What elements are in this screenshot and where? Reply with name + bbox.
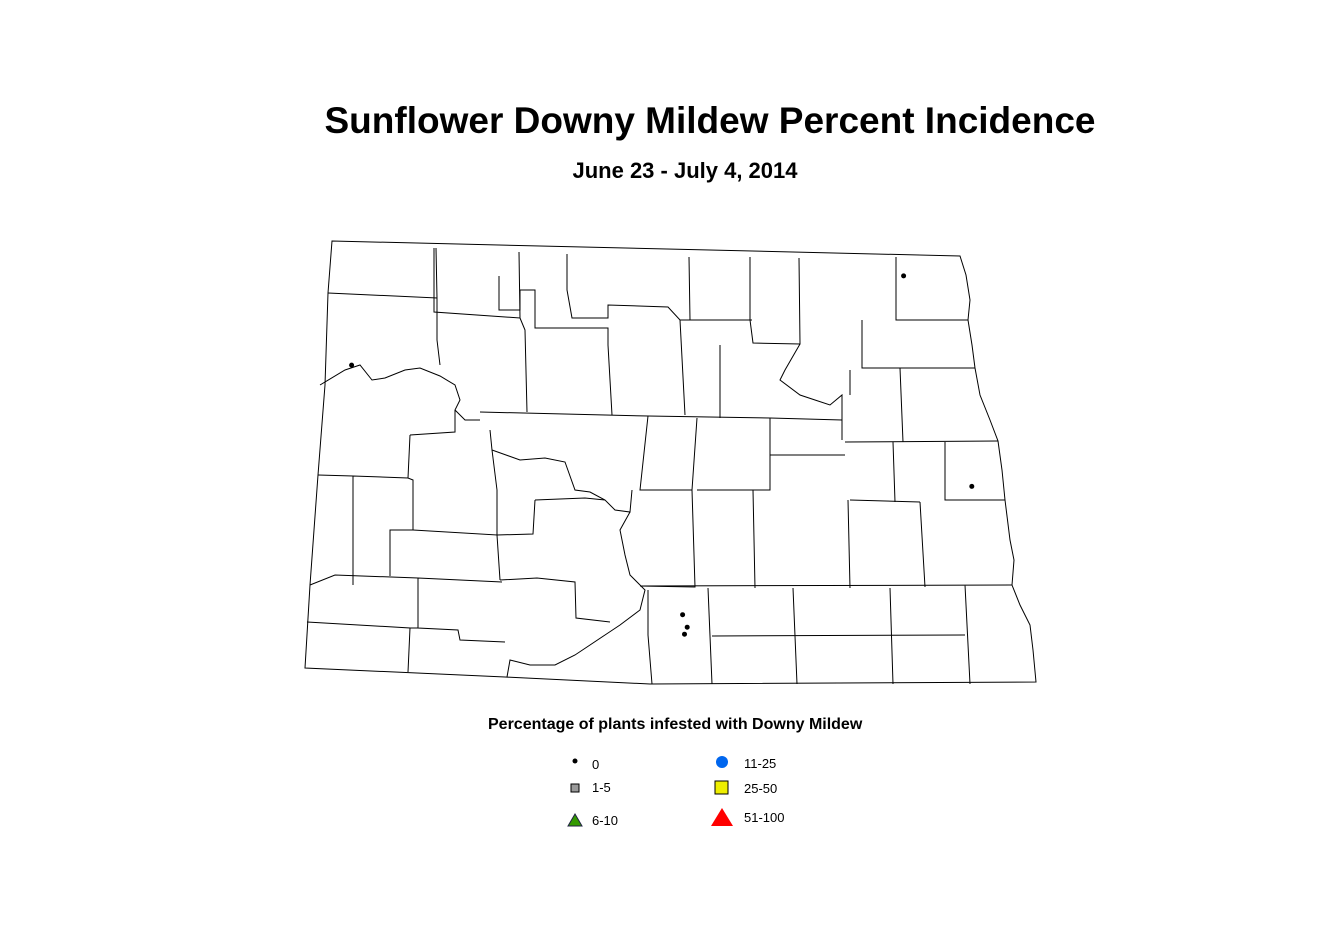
legend-title: Percentage of plants infested with Downy… (488, 716, 863, 733)
legend-symbol-0 (572, 758, 578, 764)
state-outline (304, 240, 1037, 685)
observation-point-5 (682, 631, 687, 637)
legend-label-25-50: 25-50 (744, 781, 778, 796)
map-subtitle: June 23 - July 4, 2014 (572, 158, 798, 183)
observation-point-4 (684, 624, 690, 630)
observation-point-2 (969, 483, 975, 489)
map-title: Sunflower Downy Mildew Percent Incidence (324, 100, 1096, 141)
legend-label-11-25: 11-25 (744, 756, 777, 771)
legend-symbol-51-100 (711, 808, 733, 826)
legend-symbol-6-10 (567, 813, 583, 827)
legend-label-0: 0 (592, 757, 600, 772)
legend-symbol-1-5 (570, 783, 580, 793)
legend-symbol-11-25 (716, 756, 728, 768)
observation-point-3 (680, 612, 686, 618)
legend-label-6-10: 6-10 (592, 813, 619, 828)
legend-symbol-25-50 (714, 780, 729, 795)
county-boundaries (306, 247, 1013, 685)
observation-points (349, 273, 975, 637)
legend-label-51-100: 51-100 (744, 810, 785, 825)
observation-point-1 (349, 362, 355, 368)
legend-label-1-5: 1-5 (592, 780, 611, 795)
observation-point-0 (901, 273, 907, 279)
